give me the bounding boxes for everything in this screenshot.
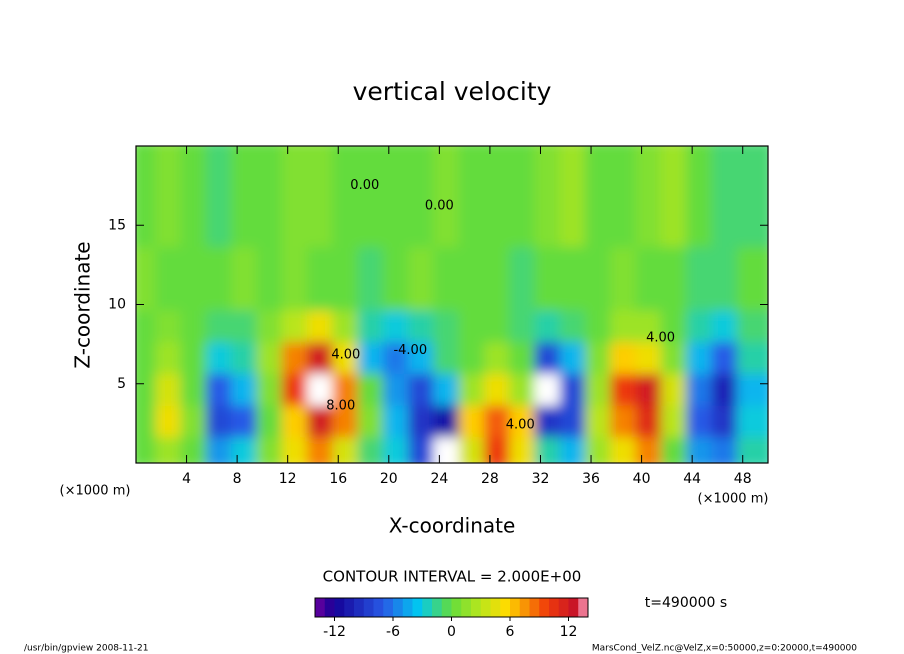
colorbar-segment (529, 598, 540, 617)
contour-label: 4.00 (506, 417, 535, 432)
x-tick-label: 12 (279, 471, 297, 487)
colorbar-segment (383, 598, 394, 617)
x-tick-label: 44 (683, 471, 701, 487)
colorbar-segment (354, 598, 365, 617)
y-tick-label: 15 (108, 217, 126, 233)
colorbar-segment (363, 598, 374, 617)
x-unit: (×1000 m) (60, 484, 131, 499)
x-tick-label: 4 (182, 471, 191, 487)
colorbar-tick-label: -6 (386, 624, 400, 640)
contour-label: 4.00 (331, 348, 360, 363)
x-unit: (×1000 m) (698, 492, 769, 507)
x-tick-label: 48 (734, 471, 752, 487)
colorbar-segment (315, 598, 326, 617)
colorbar-segment (393, 598, 404, 617)
colorbar-segment (539, 598, 550, 617)
x-tick-label: 40 (633, 471, 651, 487)
colorbar-segment (471, 598, 482, 617)
colorbar-segment (500, 598, 511, 617)
colorbar-tick-label: 0 (447, 624, 456, 640)
x-tick-label: 28 (481, 471, 499, 487)
footer: /usr/bin/gpview 2008-11-21 (24, 644, 148, 654)
x-tick-label: 8 (233, 471, 242, 487)
colorbar-tick-label: 6 (506, 624, 515, 640)
colorbar-segment (461, 598, 472, 617)
x-tick-label: 20 (380, 471, 398, 487)
colorbar-segment (334, 598, 345, 617)
y-tick-label: 10 (108, 297, 126, 313)
colorbar-segment (432, 598, 443, 617)
x-axis-label: X-coordinate (389, 514, 516, 538)
contour-label: 4.00 (646, 330, 675, 345)
contour-label: 8.00 (326, 398, 355, 413)
colorbar-segment (480, 598, 491, 617)
colorbar-segment (324, 598, 335, 617)
chart-title: vertical velocity (353, 77, 552, 106)
time-label: t=490000 s (645, 595, 727, 611)
colorbar-tick-label: -12 (323, 624, 346, 640)
colorbar-segment (402, 598, 413, 617)
contour-label: 0.00 (350, 178, 379, 193)
contour-label: 0.00 (425, 199, 454, 214)
colorbar-segment (549, 598, 560, 617)
colorbar-segment (373, 598, 384, 617)
colorbar-segment (519, 598, 530, 617)
colorbar-segment (510, 598, 521, 617)
colorbar-segment (490, 598, 501, 617)
colorbar-segment (578, 598, 589, 617)
y-axis-label: Z-coordinate (71, 241, 95, 368)
field-cells (136, 146, 768, 463)
colorbar-segment (344, 598, 355, 617)
y-tick-label: 5 (117, 376, 126, 392)
field-cell (736, 146, 768, 248)
contour-interval: CONTOUR INTERVAL = 2.000E+00 (323, 568, 582, 586)
colorbar-segment (568, 598, 579, 617)
colorbar-segment (441, 598, 452, 617)
field-cell (736, 235, 768, 311)
x-tick-label: 24 (430, 471, 448, 487)
colorbar-segment (558, 598, 569, 617)
x-tick-label: 32 (532, 471, 550, 487)
colorbar-segment (422, 598, 433, 617)
colorbar-segment (451, 598, 462, 617)
x-tick-label: 16 (329, 471, 347, 487)
footer: MarsCond_VelZ.nc@VelZ,x=0:50000,z=0:2000… (592, 644, 857, 654)
colorbar-tick-label: 12 (560, 624, 578, 640)
contour-label: -4.00 (393, 343, 427, 358)
colorbar-segment (412, 598, 423, 617)
field (136, 146, 768, 463)
x-tick-label: 36 (582, 471, 600, 487)
